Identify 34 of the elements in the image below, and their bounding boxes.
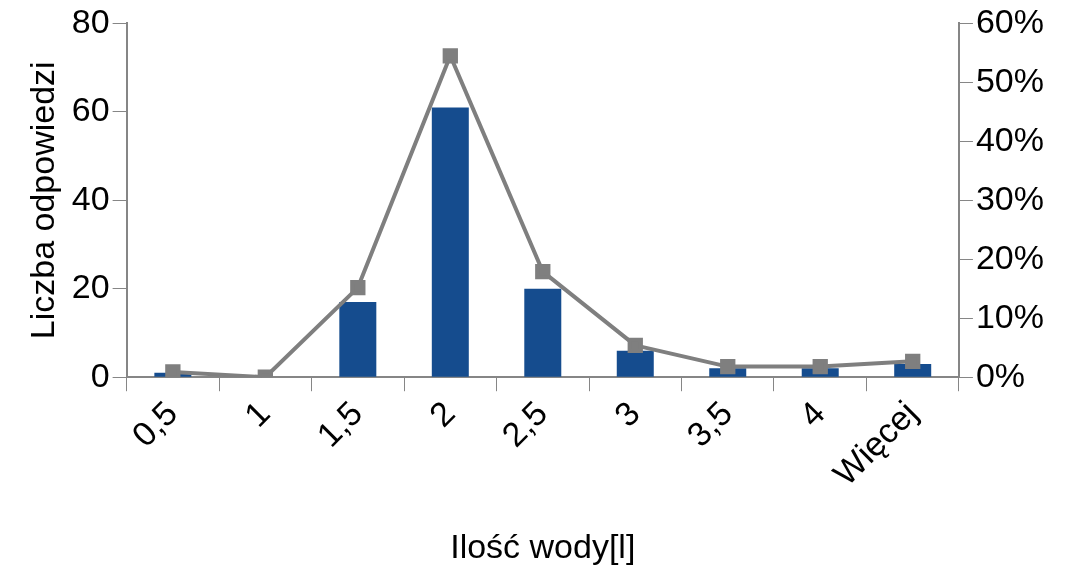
bar (524, 288, 562, 377)
point (442, 48, 458, 64)
bar (616, 350, 654, 377)
x-tick-label: 2,5 (494, 393, 555, 454)
point (535, 264, 551, 280)
point (627, 337, 643, 354)
y-axis-title: Liczba odpowiedzi (22, 61, 61, 340)
y2-tick-label: 0% (975, 355, 1026, 394)
x-axis-title: Ilość wody[l] (450, 526, 636, 565)
x-tick-label: 3,5 (679, 393, 740, 454)
y-tick-label: 60 (71, 90, 110, 129)
y2-tick-label: 10% (975, 296, 1045, 335)
point (905, 353, 921, 369)
x-tick-label: 1 (236, 393, 277, 434)
point (165, 364, 181, 378)
y2-tick-label: 40% (975, 119, 1045, 158)
y2-tick-label: 30% (975, 178, 1045, 217)
y-tick-label: 20 (71, 267, 110, 306)
y-tick-label: 0 (90, 355, 110, 394)
x-tick-label: 4 (791, 393, 832, 434)
x-tick-label: 3 (606, 393, 647, 434)
point (812, 358, 828, 375)
y2-tick-label: 60% (975, 1, 1045, 40)
y2-tick-label: 50% (975, 60, 1045, 99)
y-tick-label: 40 (71, 178, 110, 217)
x-tick-label: 0,5 (124, 393, 185, 454)
x-tick-label: 2 (421, 393, 462, 434)
point (350, 279, 366, 296)
x-tick-label: 1,5 (309, 393, 370, 454)
bar (431, 107, 469, 377)
y-tick-label: 80 (71, 1, 110, 40)
point (720, 358, 736, 375)
y2-tick-label: 20% (975, 237, 1045, 276)
bar (339, 302, 377, 377)
